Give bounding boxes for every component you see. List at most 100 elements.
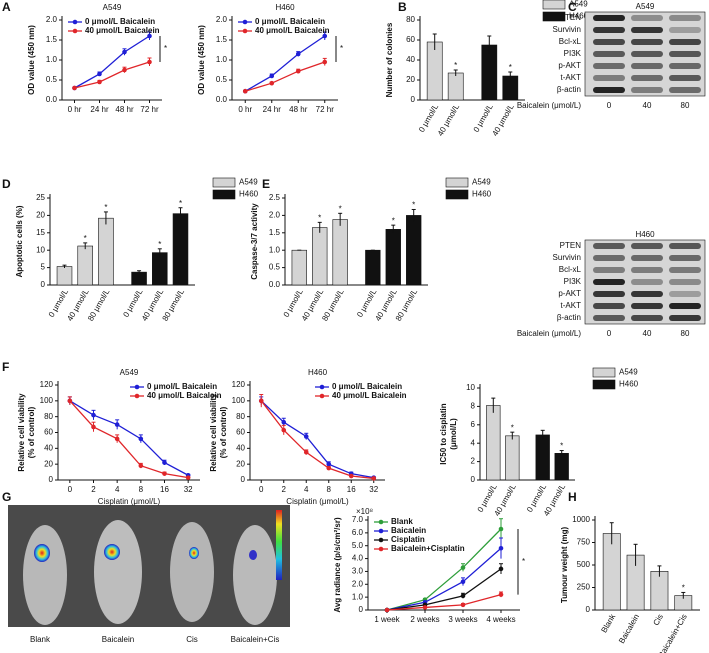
y-tick-label: 2.0: [269, 211, 281, 220]
y-axis-label: Apoptotic cells (%): [15, 205, 24, 277]
y-axis-label: Number of colonies: [385, 22, 394, 97]
y-axis-label: (μmol/L): [449, 418, 458, 450]
x-tick-label: 24 hr: [263, 105, 282, 114]
blot-band: [669, 279, 701, 285]
blot-band: [631, 315, 663, 321]
bar: [131, 271, 147, 286]
y-tick-label: 0.5: [269, 263, 281, 272]
y-tick-label: 100: [232, 396, 246, 405]
y-tick-label: 80: [44, 412, 53, 421]
x-tick-label: 32: [184, 485, 193, 494]
y-tick-label: 0: [411, 95, 416, 104]
protein-label: PTEN: [560, 241, 582, 250]
legend-label: 0 μmol/L Baicalein: [147, 382, 217, 391]
marker: [147, 59, 152, 65]
legend-marker: [319, 393, 325, 399]
bar: [385, 229, 401, 286]
y-tick-label: 4: [471, 438, 476, 447]
blot-band: [593, 51, 625, 57]
blot-band: [669, 51, 701, 57]
blot-band: [669, 87, 701, 93]
blot-band: [593, 291, 625, 297]
y-tick-label: 0.5: [216, 75, 228, 84]
bar: [447, 72, 464, 101]
y-tick-label: 500: [577, 560, 591, 569]
x-tick-label: 48 hr: [115, 105, 134, 114]
dose: 0: [607, 329, 612, 338]
legend-marker: [242, 28, 248, 34]
marker: [295, 51, 301, 57]
dose: 80: [681, 101, 690, 110]
dose: 80: [681, 329, 690, 338]
panel-label: B: [398, 0, 407, 14]
significance: *: [104, 203, 107, 212]
blot-band: [593, 15, 625, 21]
y-tick-label: 100: [40, 396, 54, 405]
significance: *: [339, 204, 342, 213]
x-tick-label: Cis: [651, 613, 665, 628]
marker: [322, 59, 328, 65]
y-tick-label: 60: [44, 428, 53, 437]
series-line: [244, 35, 326, 92]
significance: *: [560, 442, 563, 451]
x-tick-label: 32: [369, 485, 378, 494]
legend-label: 40 μmol/L Baicalein: [255, 26, 330, 35]
legend-marker: [319, 384, 325, 390]
marker: [326, 461, 332, 467]
x-tick-label: 0 μmol/L: [417, 102, 440, 134]
series-line: [245, 61, 325, 92]
legend-swatch: [212, 189, 236, 200]
marker: [460, 602, 466, 608]
bar: [291, 249, 307, 286]
blot-band: [593, 75, 625, 81]
protein-label: Bcl-xL: [559, 265, 582, 274]
y-tick-label: 0: [471, 475, 476, 484]
y-tick-label: 0: [41, 280, 46, 289]
y-tick-label: 2: [471, 457, 476, 466]
blot-band: [631, 27, 663, 33]
blot-band: [669, 291, 701, 297]
significance: *: [509, 63, 512, 72]
y-axis-label: (% of control): [219, 406, 228, 458]
marker: [498, 592, 504, 597]
annotation: *: [164, 44, 167, 53]
blot-band: [631, 39, 663, 45]
protein-label: Bcl-xL: [559, 37, 582, 46]
blot-band: [593, 279, 625, 285]
blot-band: [593, 243, 625, 249]
marker: [91, 412, 96, 418]
y-tick-label: 0: [241, 475, 246, 484]
x-tick-label: 8: [327, 485, 332, 494]
legend-label: 40 μmol/L Baicalein: [147, 391, 222, 400]
marker: [162, 460, 167, 465]
x-tick-label: 2 weeks: [410, 615, 439, 624]
x-tick-label: 1 week: [374, 615, 400, 624]
legend-swatch: [592, 379, 616, 390]
bar: [98, 217, 114, 286]
blot-band: [631, 75, 663, 81]
y-tick-label: 0: [49, 475, 54, 484]
y-tick-label: 5: [41, 263, 46, 272]
x-tick-label: 16: [160, 485, 169, 494]
blot-band: [593, 255, 625, 261]
marker: [295, 68, 301, 74]
y-tick-label: 120: [232, 380, 246, 389]
x-tick-label: 72 hr: [316, 105, 335, 114]
blot-band: [669, 27, 701, 33]
marker: [91, 424, 96, 430]
legend-marker: [242, 19, 248, 25]
marker: [114, 436, 120, 442]
bar: [486, 405, 501, 481]
blot-band: [669, 15, 701, 21]
y-tick-label: 20: [44, 459, 53, 468]
marker: [326, 465, 332, 471]
x-tick-label: 72 hr: [140, 105, 159, 114]
series-line: [386, 593, 502, 611]
marker: [185, 475, 191, 480]
blot-band: [669, 63, 701, 69]
series-line: [260, 400, 374, 480]
x-tick-label: 24 hr: [90, 105, 109, 114]
y-tick-label: 7.0: [352, 515, 364, 524]
series-line: [69, 400, 189, 476]
